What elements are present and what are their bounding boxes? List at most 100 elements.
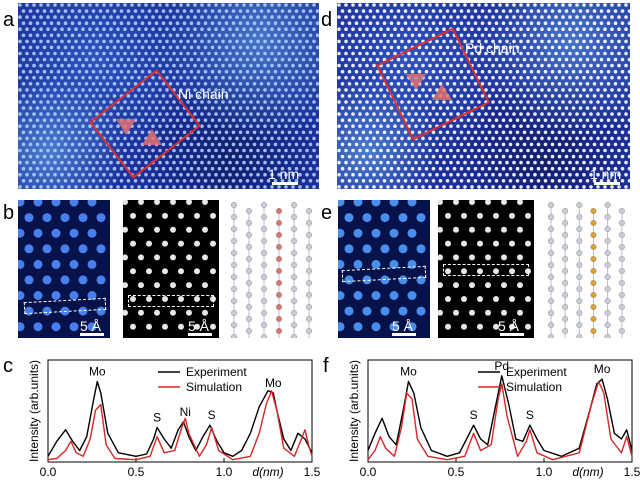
atom-dot <box>53 63 57 68</box>
atom-dot <box>438 142 443 147</box>
atom-dot <box>256 112 260 116</box>
atom-dot <box>235 63 239 68</box>
atom-dot <box>25 185 29 189</box>
atom-dot <box>35 69 40 74</box>
atom-dot <box>312 3 316 7</box>
atom-dot <box>203 154 208 159</box>
atom-dot <box>375 166 380 171</box>
atom-dot <box>252 130 257 135</box>
atom-dot <box>564 179 569 183</box>
atom-dot <box>263 63 267 68</box>
atom-dot <box>431 130 436 135</box>
legend-label: Experiment <box>186 365 247 379</box>
atom-dot <box>564 21 569 26</box>
atom-dot <box>575 136 579 141</box>
atom-dot <box>442 63 446 68</box>
atom-dot <box>417 118 422 122</box>
atom-dot <box>361 130 366 135</box>
atom-dot <box>571 69 576 74</box>
atom-dot <box>403 130 408 135</box>
atom-dot <box>358 63 362 68</box>
atom-dot <box>351 148 355 153</box>
atom-dot <box>270 148 274 153</box>
atom-dot <box>56 94 61 98</box>
atom-dot <box>358 75 362 80</box>
atom-dot <box>407 39 411 44</box>
atom-dot <box>589 15 593 19</box>
atom-dot <box>18 15 22 19</box>
atom-dot <box>252 106 257 110</box>
atom-dot <box>519 100 523 104</box>
atom-dot <box>24 275 34 285</box>
atom-dot <box>28 45 33 50</box>
atom-dot <box>63 45 68 50</box>
atom-dot <box>70 9 75 13</box>
stm-image-ni <box>18 3 319 189</box>
atom-dot <box>291 39 295 44</box>
lattice-atom <box>547 249 555 257</box>
atom-dot <box>372 39 376 44</box>
atom-dot <box>32 136 36 141</box>
atom-dot <box>368 142 373 147</box>
atom-dot <box>70 142 75 147</box>
atom-dot <box>519 172 523 177</box>
atom-dot <box>87 291 97 300</box>
atom-dot <box>193 100 197 104</box>
atom-dot <box>561 185 565 189</box>
chain-atom <box>590 207 597 215</box>
atom-dot <box>49 69 54 74</box>
atom-dot <box>18 3 22 7</box>
atom-dot <box>578 57 583 62</box>
lattice-atom <box>260 285 268 293</box>
atom-dot <box>98 82 103 86</box>
atom-dot <box>298 63 302 68</box>
atom-dot <box>487 45 492 50</box>
atom-dot <box>361 166 366 171</box>
atom-dot <box>485 282 491 289</box>
atom-dot <box>28 130 33 135</box>
atom-dot <box>610 75 614 80</box>
atom-dot <box>130 148 134 153</box>
atom-dot <box>273 106 278 110</box>
atom-dot <box>536 106 541 110</box>
atom-dot <box>217 142 222 147</box>
atom-dot <box>88 3 92 7</box>
atom-dot <box>39 100 43 104</box>
atom-dot <box>578 154 583 159</box>
atom-dot <box>158 100 162 104</box>
atom-dot <box>32 39 36 44</box>
atom-dot <box>585 33 590 38</box>
atom-dot <box>627 166 630 171</box>
atom-dot <box>32 112 36 116</box>
atom-dot <box>382 118 387 122</box>
atom-dot <box>294 142 299 147</box>
atom-dot <box>389 142 394 147</box>
atom-dot <box>49 118 54 122</box>
atom-dot <box>252 94 257 98</box>
atom-dot <box>407 3 411 7</box>
atom-dot <box>81 100 85 104</box>
atom-dot <box>393 160 397 165</box>
atom-dot <box>337 124 341 128</box>
atom-dot <box>596 63 600 68</box>
atom-dot <box>242 27 246 32</box>
atom-dot <box>298 3 302 7</box>
atom-dot <box>18 160 22 165</box>
atom-dot <box>550 154 555 159</box>
atom-dot <box>512 88 516 92</box>
atom-dot <box>372 63 376 68</box>
atom-dot <box>525 212 531 219</box>
atom-dot <box>77 142 82 147</box>
atom-dot <box>362 275 372 285</box>
atom-dot <box>245 106 250 110</box>
atom-dot <box>245 69 250 74</box>
atom-dot <box>116 3 120 7</box>
atom-dot <box>554 160 558 165</box>
atom-dot <box>67 51 71 56</box>
atom-dot <box>70 82 75 86</box>
atom-dot <box>540 27 544 32</box>
atom-dot <box>424 21 429 26</box>
atom-dot <box>270 112 274 116</box>
atom-dot <box>21 130 26 135</box>
atom-dot <box>98 130 103 135</box>
